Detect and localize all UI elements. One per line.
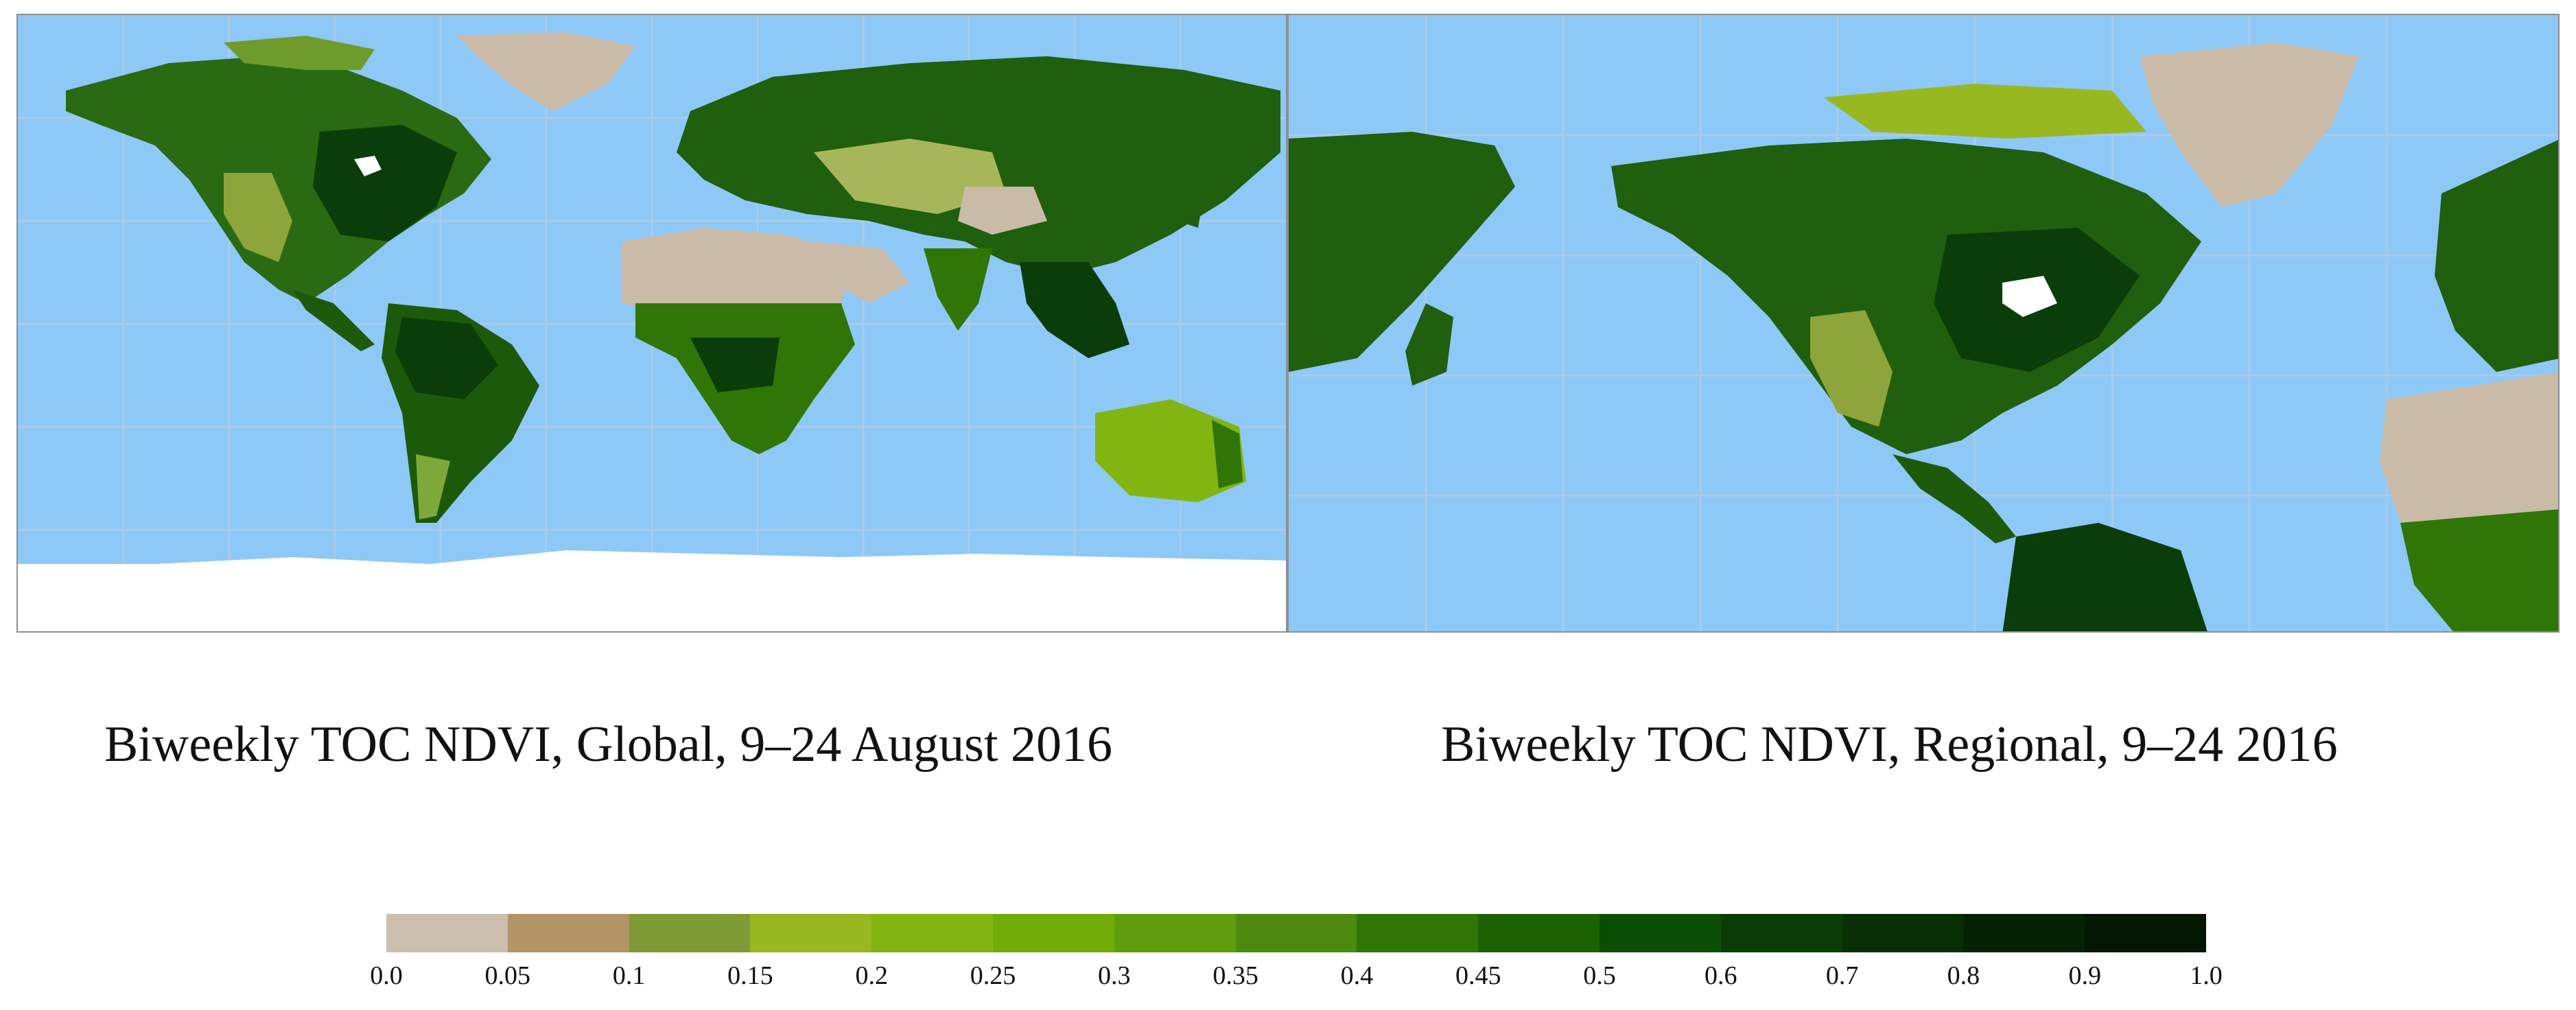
legend-swatch <box>1599 914 1721 952</box>
legend-tick-label: 0.3 <box>1098 961 1131 990</box>
canadian-arctic-islands <box>1824 84 2146 139</box>
global-map-canvas <box>18 15 1286 631</box>
north-america <box>1611 139 2201 454</box>
legend-tick-label: 0.05 <box>484 961 531 990</box>
legend-swatch <box>629 914 751 952</box>
southeast-asia <box>1020 262 1129 358</box>
antarctica <box>18 550 1286 631</box>
japan <box>1405 303 1453 386</box>
congo-forest <box>690 338 780 392</box>
legend-tick-label: 0.15 <box>727 961 773 990</box>
legend-tick-label: 0.45 <box>1455 961 1501 990</box>
legend-tick-label: 0.9 <box>2068 961 2101 990</box>
regional-ndvi-map <box>1287 14 2560 633</box>
greenland <box>457 32 635 111</box>
amazon-forest <box>395 317 498 399</box>
legend-swatch <box>386 914 508 952</box>
australia-east-forest <box>1212 420 1243 489</box>
central-america <box>1893 454 2016 543</box>
arabia <box>814 242 910 303</box>
legend-swatch <box>871 914 993 952</box>
sahara <box>622 228 855 317</box>
australia <box>1095 399 1246 502</box>
great-lakes <box>354 156 382 176</box>
tibet-plateau <box>958 187 1047 235</box>
south-america-south <box>416 454 450 519</box>
legend-swatch <box>2085 914 2206 952</box>
legend-swatch <box>1478 914 1600 952</box>
global-map-caption: Biweekly TOC NDVI, Global, 9–24 August 2… <box>104 716 1113 773</box>
legend-swatch <box>1963 914 2085 952</box>
regional-map-caption: Biweekly TOC NDVI, Regional, 9–24 2016 <box>1441 716 2338 773</box>
regional-map-canvas <box>1289 15 2558 631</box>
legend-tick-label: 1.0 <box>2190 961 2223 990</box>
north-america-west-dry <box>1810 310 1893 427</box>
ndvi-color-legend <box>386 914 2206 952</box>
legend-tick-label: 0.6 <box>1705 961 1737 990</box>
sahara <box>2380 372 2558 523</box>
legend-swatch <box>992 914 1114 952</box>
global-ndvi-map <box>16 14 1287 633</box>
legend-tick-label: 0.35 <box>1213 961 1258 990</box>
legend-tick-label: 0.0 <box>370 961 403 990</box>
legend-swatch <box>1235 914 1357 952</box>
legend-swatch <box>1720 914 1842 952</box>
legend-tick-label: 0.1 <box>612 961 646 990</box>
legend-tick-label: 0.4 <box>1340 961 1374 990</box>
central-asia-steppe <box>814 139 1006 214</box>
legend-tick-label: 0.8 <box>1947 961 1980 990</box>
north-america <box>66 56 491 303</box>
great-lakes <box>2002 276 2057 317</box>
japan <box>1178 180 1205 228</box>
africa-west-forest <box>2400 509 2558 631</box>
canadian-arctic-islands <box>224 36 375 70</box>
legend-tick-label: 0.25 <box>970 961 1016 990</box>
legend-swatch <box>507 914 629 952</box>
north-america-east-forest <box>313 125 457 242</box>
east-asia <box>1289 132 1515 372</box>
north-america-west-dry <box>224 173 292 262</box>
india <box>924 248 992 331</box>
legend-swatch <box>1842 914 1964 952</box>
greenland <box>2140 43 2359 207</box>
central-america <box>292 290 375 351</box>
south-america <box>2002 523 2208 631</box>
legend-swatch <box>1114 914 1236 952</box>
europe <box>2435 139 2558 372</box>
legend-tick-label: 0.5 <box>1583 961 1616 990</box>
legend-swatch <box>1357 914 1479 952</box>
legend-swatch <box>750 914 872 952</box>
legend-tick-label: 0.7 <box>1825 961 1859 990</box>
legend-tick-label: 0.2 <box>855 961 888 990</box>
